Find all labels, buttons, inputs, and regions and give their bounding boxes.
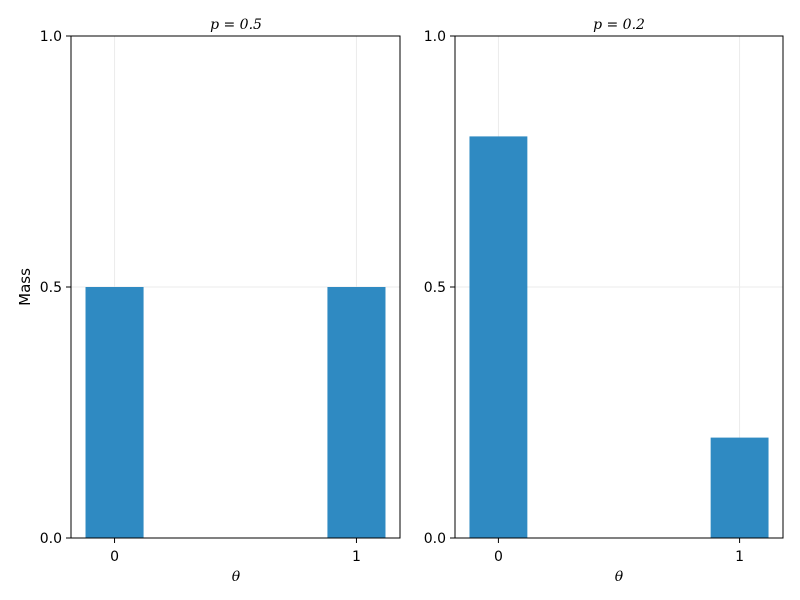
x-tick-label: 1 [352, 549, 361, 565]
plot-area: 0 1 0.0 0.5 1.0 [424, 29, 784, 565]
x-tick-label: 1 [735, 549, 744, 565]
panel-p-0.2: 0 1 0.0 0.5 1.0 p = 0.2 θ [424, 17, 784, 585]
y-tick-label: 1.0 [40, 29, 62, 45]
bar [469, 136, 528, 538]
panel-title: p = 0.2 [593, 17, 645, 33]
x-tick-label: 0 [494, 549, 503, 565]
y-tick-label: 0.5 [40, 280, 62, 296]
plot-area: 0 1 0.0 0.5 1.0 [40, 29, 401, 565]
x-axis-label: θ [232, 569, 241, 585]
y-tick-label: 1.0 [424, 29, 446, 45]
y-tick-label: 0.5 [424, 280, 446, 296]
y-tick-label: 0.0 [424, 531, 446, 547]
panel-p-0.5: 0 1 0.0 0.5 1.0 p = 0.5 Mass θ [16, 17, 401, 585]
y-tick-label: 0.0 [40, 531, 62, 547]
panel-title: p = 0.5 [210, 17, 262, 33]
y-axis-label: Mass [16, 268, 34, 306]
bar [327, 287, 386, 538]
x-tick-label: 0 [110, 549, 119, 565]
bar [85, 287, 144, 538]
x-axis-label: θ [615, 569, 624, 585]
bar [710, 437, 769, 538]
